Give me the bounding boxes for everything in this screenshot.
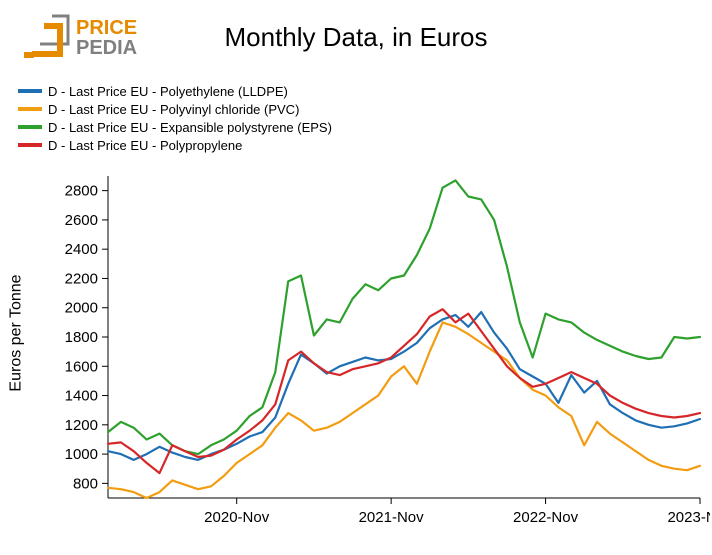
svg-text:1800: 1800 — [65, 329, 98, 346]
legend-item-pvc: D - Last Price EU - Polyvinyl chloride (… — [18, 100, 332, 118]
legend-swatch — [18, 89, 42, 93]
svg-text:2021-Nov: 2021-Nov — [359, 509, 425, 526]
legend-label: D - Last Price EU - Polyethylene (LLDPE) — [48, 84, 288, 99]
svg-text:2020-Nov: 2020-Nov — [204, 509, 270, 526]
svg-text:2023-Nov: 2023-Nov — [667, 509, 710, 526]
legend: D - Last Price EU - Polyethylene (LLDPE)… — [18, 82, 332, 154]
svg-text:800: 800 — [73, 475, 98, 492]
legend-item-lldpe: D - Last Price EU - Polyethylene (LLDPE) — [18, 82, 332, 100]
legend-swatch — [18, 107, 42, 111]
svg-text:2022-Nov: 2022-Nov — [513, 509, 579, 526]
svg-text:2000: 2000 — [65, 300, 98, 317]
y-axis-label: Euros per Tonne — [6, 168, 28, 498]
svg-text:2800: 2800 — [65, 183, 98, 200]
chart-area: Euros per Tonne 800 1000 1200 1400 1600 1800 2… — [0, 168, 712, 538]
legend-label: D - Last Price EU - Expansible polystyre… — [48, 120, 332, 135]
legend-swatch — [18, 125, 42, 129]
svg-text:1400: 1400 — [65, 388, 98, 405]
svg-text:2600: 2600 — [65, 212, 98, 229]
svg-text:2200: 2200 — [65, 270, 98, 287]
legend-item-eps: D - Last Price EU - Expansible polystyre… — [18, 118, 332, 136]
chart-title: Monthly Data, in Euros — [0, 22, 712, 53]
legend-label: D - Last Price EU - Polyvinyl chloride (… — [48, 102, 299, 117]
svg-text:1600: 1600 — [65, 358, 98, 375]
svg-text:1200: 1200 — [65, 417, 98, 434]
legend-label: D - Last Price EU - Polypropylene — [48, 138, 242, 153]
svg-text:2400: 2400 — [65, 241, 98, 258]
svg-text:1000: 1000 — [65, 446, 98, 463]
line-chart: 800 1000 1200 1400 1600 1800 2000 2200 2400 2600 2… — [30, 168, 710, 538]
legend-swatch — [18, 143, 42, 147]
legend-item-pp: D - Last Price EU - Polypropylene — [18, 136, 332, 154]
